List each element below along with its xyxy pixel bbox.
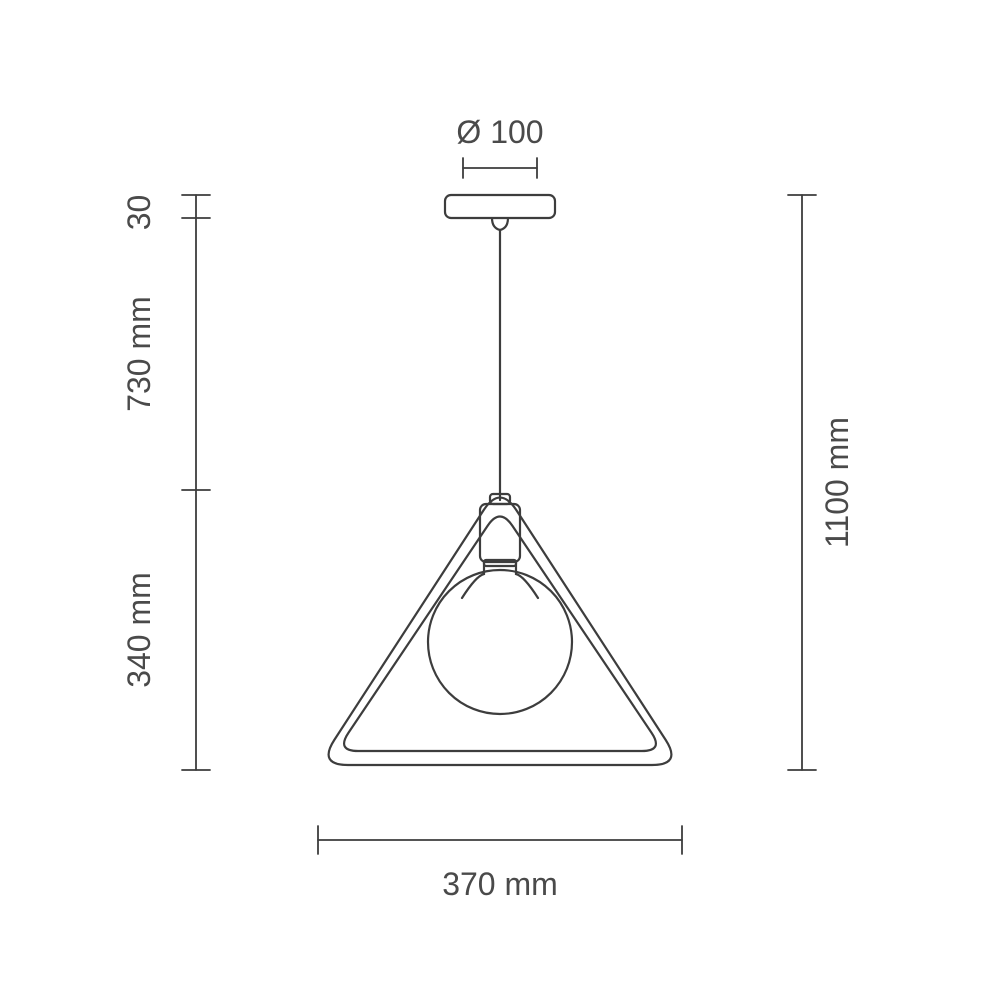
dim-top-diameter: Ø 100 (456, 114, 543, 150)
dim-triangle-width: 370 mm (442, 866, 558, 902)
dim-total-height: 1100 mm (819, 417, 855, 548)
canopy-grip (492, 218, 508, 230)
dim-canopy-height: 30 (121, 195, 157, 231)
dim-cord-height: 730 mm (121, 296, 157, 412)
triangle-frame-inner (344, 517, 656, 751)
pendant-lamp-dimension-diagram: Ø 100 30 730 mm 340 mm 1100 mm 370 mm (0, 0, 1000, 1000)
socket-body (480, 504, 520, 562)
bulb-neck (462, 562, 538, 598)
bulb-globe (428, 570, 572, 714)
triangle-frame-outer (329, 498, 672, 765)
canopy (445, 195, 555, 218)
dim-triangle-height: 340 mm (121, 572, 157, 688)
